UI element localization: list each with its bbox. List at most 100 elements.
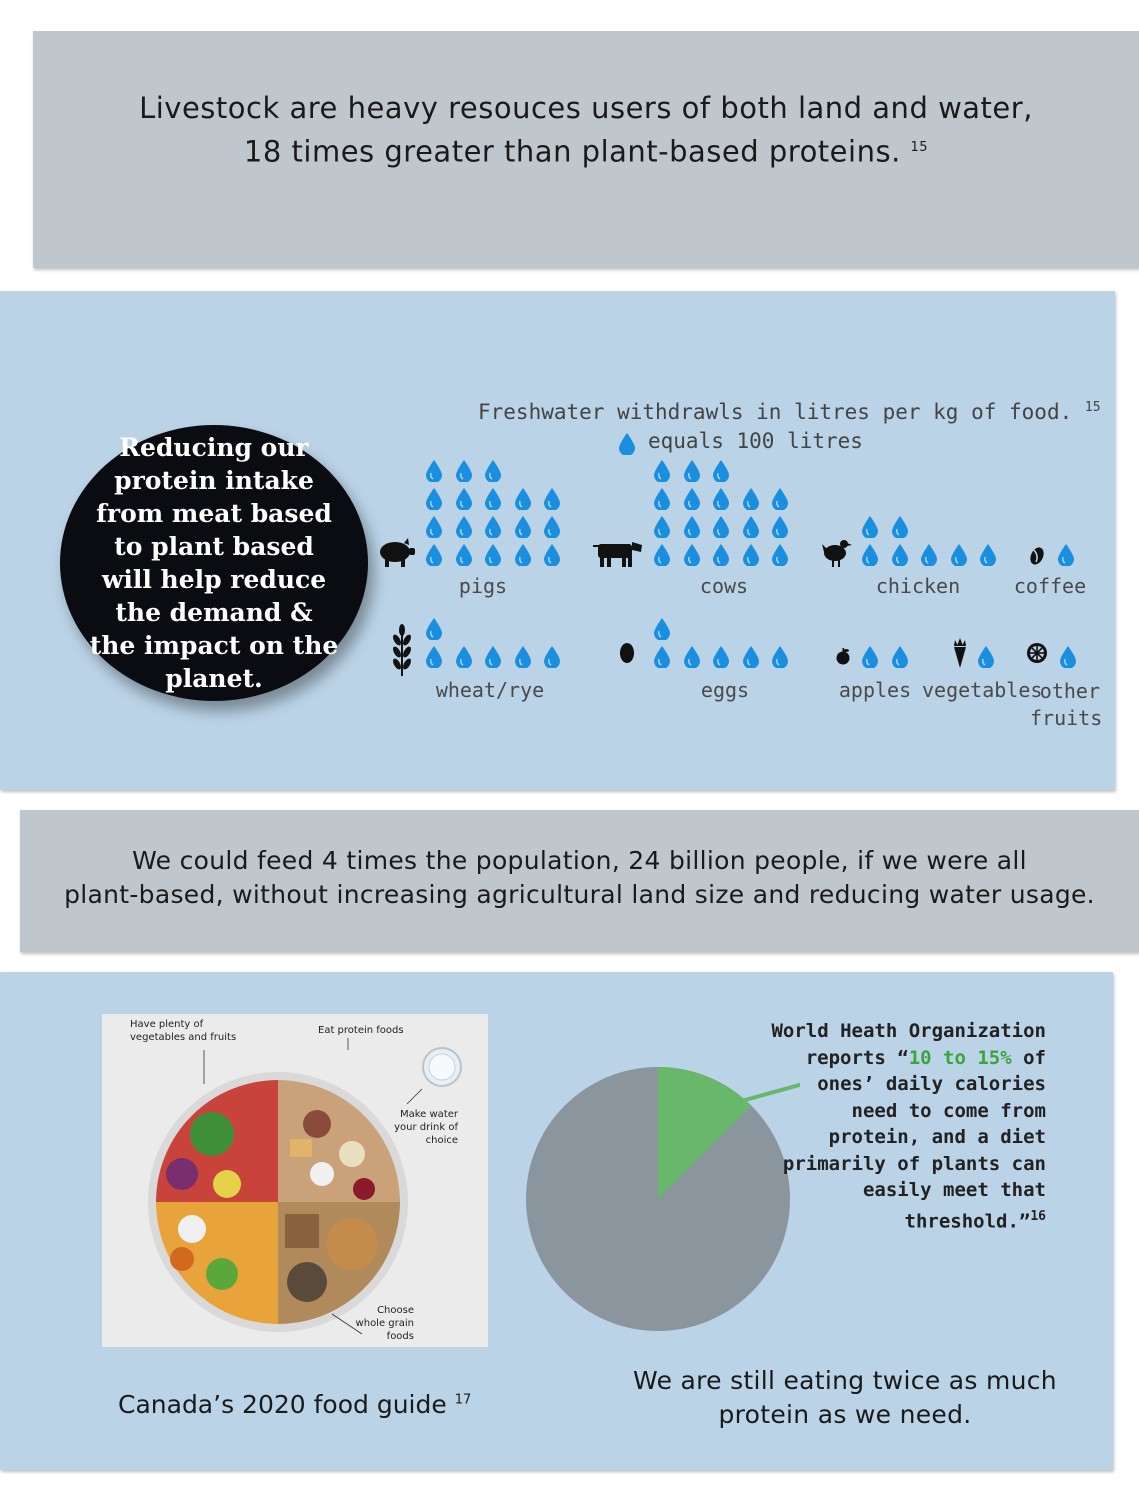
label-cows: cows bbox=[699, 574, 749, 598]
water-drop-icon bbox=[514, 488, 531, 510]
label-other-fruits: other fruits bbox=[1030, 678, 1103, 732]
coffee-bean-icon bbox=[1030, 547, 1044, 565]
who-quote: World Heath Organization reports “10 to … bbox=[770, 1018, 1046, 1234]
plate-label-veg: Have plenty of vegetables and fruits bbox=[130, 1019, 237, 1043]
water-drop-icon bbox=[544, 544, 560, 566]
who-ref: 16 bbox=[1030, 1208, 1046, 1224]
pie-note-line-1: We are still eating twice as much bbox=[633, 1366, 1057, 1395]
water-drop-icon bbox=[514, 646, 531, 668]
who-highlight: 10 to 15% bbox=[908, 1046, 1012, 1069]
food-guide-image: Have plenty of vegetables and fruits Eat… bbox=[102, 1014, 488, 1347]
cow-icon bbox=[593, 542, 642, 567]
water-drop-icon bbox=[891, 544, 908, 566]
water-drop-icon bbox=[772, 646, 788, 668]
legend-drop-icon bbox=[619, 433, 635, 455]
water-drop-icon bbox=[683, 516, 700, 538]
water-drop-icon bbox=[921, 544, 937, 566]
label-vegetables: vegetables bbox=[922, 678, 1043, 702]
water-drop-icon bbox=[485, 488, 501, 510]
water-drop-icon bbox=[1060, 646, 1076, 668]
who-prefix: World Heath Organization reports bbox=[771, 1020, 1046, 1069]
water-drop-icon bbox=[713, 488, 729, 510]
water-drop-icon bbox=[713, 460, 729, 482]
water-drop-icon bbox=[683, 488, 700, 510]
water-drop-icon bbox=[514, 516, 531, 538]
food-guide-ref: 17 bbox=[454, 1392, 472, 1408]
label-chicken: chicken bbox=[875, 574, 961, 598]
intro-line-1: Livestock are heavy resouces users of bo… bbox=[139, 91, 1033, 125]
label-fruits: fruits bbox=[1030, 706, 1103, 730]
pie-leader-line bbox=[737, 1082, 800, 1104]
water-drop-icon bbox=[654, 618, 670, 640]
water-drop-icon bbox=[426, 646, 442, 668]
water-drop-icon bbox=[683, 544, 700, 566]
water-drop-icon bbox=[426, 618, 442, 640]
citrus-icon bbox=[1027, 643, 1047, 663]
water-drop-icon bbox=[683, 646, 700, 668]
plate-illustration bbox=[148, 1038, 462, 1335]
water-drop-icon bbox=[455, 516, 472, 538]
plate-label-grain: Choose whole grain foods bbox=[355, 1305, 414, 1342]
water-drop-icon bbox=[1058, 544, 1074, 566]
water-drop-icon bbox=[772, 516, 788, 538]
water-drop-icon bbox=[950, 544, 967, 566]
water-drop-icon bbox=[980, 544, 996, 566]
water-drop-icon bbox=[514, 544, 531, 566]
water-chart-title: Freshwater withdrawls in litres per kg o… bbox=[478, 400, 1101, 424]
pie-slice bbox=[658, 1067, 752, 1199]
water-drop-icon bbox=[485, 516, 501, 538]
water-drop-icon bbox=[862, 516, 878, 538]
water-drop-icon bbox=[455, 646, 472, 668]
intro-text: Livestock are heavy resouces users of bo… bbox=[33, 89, 1139, 172]
label-eggs: eggs bbox=[700, 678, 750, 702]
population-line-1: We could feed 4 times the population, 24… bbox=[132, 846, 1027, 875]
water-drop-icon bbox=[455, 460, 472, 482]
plate-label-protein: Eat protein foods bbox=[318, 1025, 404, 1036]
water-drop-icon bbox=[683, 460, 700, 482]
water-drop-icon bbox=[772, 544, 788, 566]
egg-icon bbox=[620, 643, 634, 663]
plate-label-water: Make water your drink of choice bbox=[394, 1109, 458, 1146]
water-drop-icon bbox=[713, 516, 729, 538]
water-drop-icon bbox=[455, 544, 472, 566]
water-drop-icon bbox=[485, 544, 501, 566]
reduce-protein-text: Reducing our protein intake from meat ba… bbox=[89, 433, 339, 693]
water-drop-icon bbox=[485, 460, 501, 482]
water-drop-icon bbox=[742, 646, 759, 668]
water-legend: equals 100 litres bbox=[648, 429, 863, 453]
water-drop-icon bbox=[654, 460, 670, 482]
water-drop-icon bbox=[654, 516, 670, 538]
label-coffee: coffee bbox=[1013, 574, 1087, 598]
water-drop-icon bbox=[654, 488, 670, 510]
reduce-protein-bubble: Reducing our protein intake from meat ba… bbox=[60, 425, 368, 701]
water-drop-icon bbox=[426, 460, 442, 482]
intro-line-2: 18 times greater than plant-based protei… bbox=[243, 134, 901, 169]
population-line-2: plant-based, without increasing agricult… bbox=[64, 880, 1095, 909]
water-drop-icon bbox=[891, 516, 908, 538]
label-other: other bbox=[1039, 679, 1100, 703]
water-drop-icon bbox=[455, 488, 472, 510]
population-banner: We could feed 4 times the population, 24… bbox=[20, 810, 1139, 952]
water-drop-icon bbox=[742, 488, 759, 510]
water-drop-icon bbox=[654, 544, 670, 566]
water-drop-icon bbox=[772, 488, 788, 510]
water-drop-icon bbox=[654, 646, 670, 668]
water-chart-ref: 15 bbox=[1084, 400, 1101, 415]
carrot-icon bbox=[954, 638, 966, 668]
water-legend-text: equals 100 litres bbox=[648, 429, 863, 453]
water-drop-icon bbox=[426, 516, 442, 538]
water-drop-icon bbox=[891, 646, 908, 668]
water-drop-icon bbox=[713, 544, 729, 566]
label-pigs: pigs bbox=[458, 574, 508, 598]
intro-banner: Livestock are heavy resouces users of bo… bbox=[33, 31, 1139, 268]
pie-note: We are still eating twice as much protei… bbox=[598, 1364, 1092, 1432]
water-drop-icon bbox=[978, 646, 994, 668]
water-drop-icon bbox=[544, 488, 560, 510]
water-drop-icon bbox=[426, 544, 442, 566]
intro-ref: 15 bbox=[910, 140, 929, 155]
water-drop-icon bbox=[485, 646, 501, 668]
population-text: We could feed 4 times the population, 24… bbox=[20, 844, 1139, 912]
protein-pie-chart bbox=[526, 1067, 800, 1331]
water-drop-icon bbox=[742, 544, 759, 566]
who-rest: of ones’ daily calories need to come fro… bbox=[782, 1046, 1046, 1232]
